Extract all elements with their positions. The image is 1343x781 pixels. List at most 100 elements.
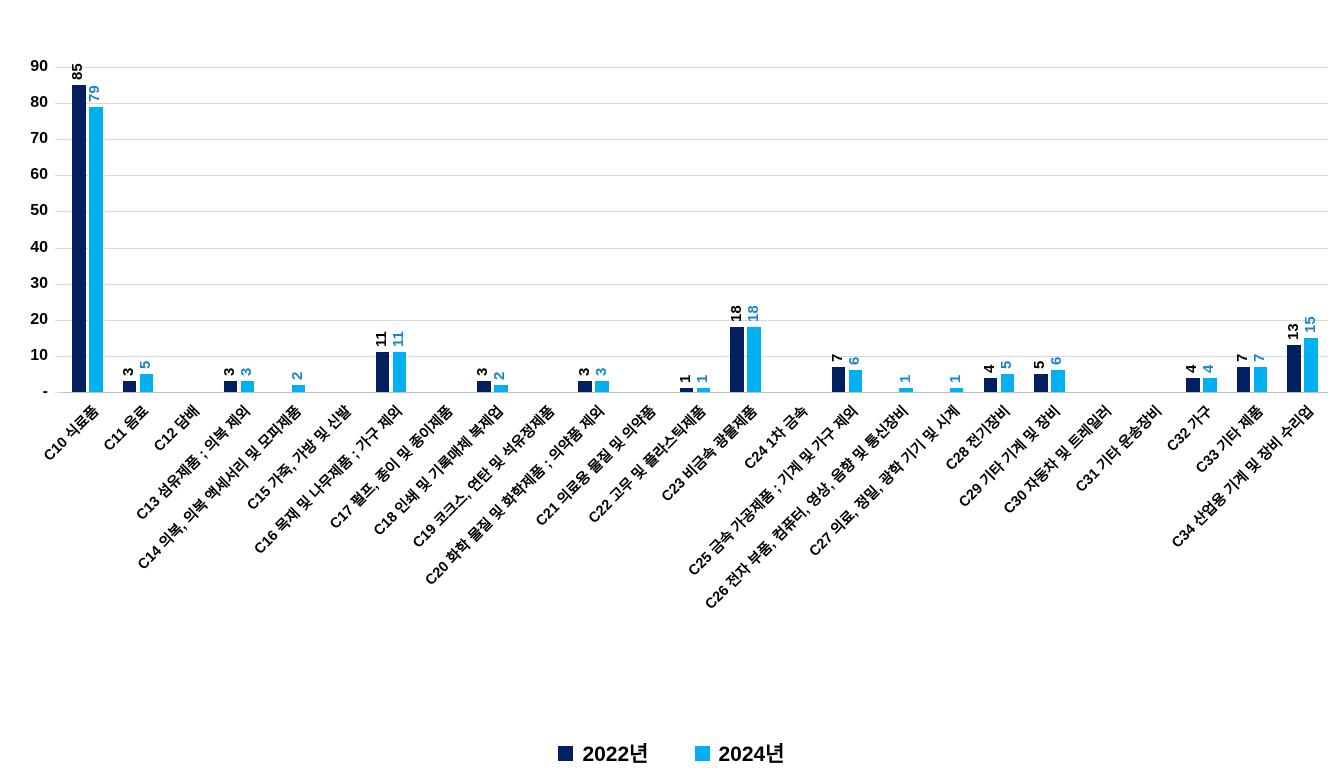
- bar-2022년: [72, 85, 86, 392]
- data-label-2022년: 13: [1284, 323, 1302, 341]
- bar-2022년: [578, 381, 592, 392]
- bar-2024년: [1253, 366, 1268, 392]
- data-label-2024년: 1: [694, 375, 711, 384]
- legend: 2022년 2024년: [0, 738, 1343, 768]
- data-label-2022년: 5: [1031, 360, 1049, 369]
- bar-2022년: [1287, 345, 1301, 392]
- y-axis-tick: [55, 103, 62, 105]
- gridline: [62, 139, 1328, 141]
- x-axis-label: C10 식료품: [40, 403, 102, 465]
- data-label-2024년: 2: [288, 371, 306, 380]
- y-axis-tick: [55, 355, 62, 357]
- legend-item-2022년: 2022년: [558, 738, 649, 768]
- legend-item-2024년: 2024년: [694, 738, 785, 768]
- gridline: [62, 211, 1328, 213]
- data-label-2024년: 1: [947, 375, 965, 384]
- y-axis-label: 70: [30, 130, 48, 148]
- y-axis-label: 10: [30, 346, 48, 364]
- bar-2024년: [899, 388, 913, 392]
- data-label-2024년: 18: [744, 305, 762, 322]
- y-axis-label: 80: [30, 94, 48, 112]
- gridline: [62, 355, 1328, 357]
- data-label-2024년: 11: [390, 331, 408, 348]
- bar-2022년: [679, 388, 694, 392]
- legend-swatch-icon: [558, 745, 574, 761]
- gridline: [62, 103, 1328, 105]
- legend-label: 2024년: [718, 743, 785, 766]
- data-label-2024년: 7: [1251, 353, 1269, 362]
- bar-2022년: [223, 381, 238, 392]
- data-label-2024년: 4: [1200, 364, 1218, 373]
- bar-2022년: [1236, 366, 1251, 392]
- x-axis-label: C32 가구: [1164, 403, 1217, 456]
- x-axis-label: C11 음료: [101, 403, 153, 455]
- bar-2024년: [848, 370, 863, 392]
- bar-2024년: [1000, 373, 1015, 392]
- bar-2024년: [139, 373, 154, 392]
- x-axis-label: C23 비금속 광물제품: [658, 403, 761, 506]
- bar-2022년: [1034, 373, 1048, 392]
- data-label-2022년: 3: [221, 367, 239, 377]
- data-label-2024년: 1: [896, 375, 914, 384]
- y-axis-label: 90: [30, 58, 48, 75]
- bar-2024년: [1203, 377, 1217, 392]
- x-axis-label: C20 화학 물질 및 화학제품 ; 의약품 제외: [422, 403, 609, 589]
- data-label-2022년: 4: [1183, 364, 1201, 373]
- gridline: [62, 247, 1328, 249]
- y-axis-label: -: [42, 383, 48, 400]
- data-label-2022년: 4: [980, 364, 998, 373]
- bar-2024년: [747, 327, 761, 392]
- data-label-2022년: 11: [373, 331, 391, 348]
- legend-label: 2022년: [582, 743, 649, 766]
- data-label-2022년: 7: [1234, 353, 1252, 362]
- data-label-2024년: 3: [238, 367, 256, 377]
- data-label-2024년: 2: [491, 371, 509, 380]
- legend-swatch-icon: [694, 745, 710, 761]
- bar-2022년: [477, 381, 491, 392]
- y-axis-tick: [55, 319, 62, 321]
- bar-2022년: [730, 327, 744, 392]
- bar-2024년: [291, 384, 306, 392]
- gridline: [62, 175, 1328, 177]
- bar-2024년: [1051, 370, 1065, 392]
- data-label-2024년: 79: [86, 85, 104, 102]
- y-axis-tick: [55, 139, 62, 141]
- y-axis-tick: [55, 392, 62, 393]
- bar-2024년: [1304, 337, 1318, 392]
- data-label-2024년: 3: [592, 367, 610, 377]
- data-label-2024년: 5: [136, 360, 154, 369]
- y-axis-label: 20: [30, 310, 48, 328]
- gridline: [62, 283, 1328, 285]
- y-axis-tick: [55, 247, 62, 249]
- bar-2022년: [983, 377, 998, 392]
- y-axis-tick: [55, 283, 62, 285]
- data-label-2022년: 85: [69, 63, 87, 81]
- bar-2022년: [375, 352, 390, 392]
- y-axis-tick: [55, 175, 62, 177]
- gridline: [62, 319, 1328, 321]
- bar-2024년: [494, 384, 508, 392]
- bar-2024년: [696, 388, 711, 392]
- y-axis-label: 30: [30, 274, 48, 292]
- data-label-2024년: 6: [845, 356, 863, 366]
- bar-2022년: [1186, 377, 1200, 392]
- data-label-2024년: 6: [1048, 356, 1066, 366]
- data-label-2022년: 1: [677, 375, 694, 384]
- y-axis-label: 50: [30, 202, 48, 220]
- bar-2024년: [595, 381, 609, 392]
- y-axis-tick: [55, 67, 62, 68]
- gridline: [62, 67, 1328, 68]
- y-axis-label: 40: [30, 238, 48, 256]
- x-axis-line: [62, 392, 1328, 393]
- data-label-2024년: 5: [997, 360, 1015, 369]
- data-label-2022년: 3: [474, 367, 492, 377]
- bar-2024년: [240, 381, 255, 392]
- bar-2024년: [89, 106, 103, 392]
- x-axis-label: C12 담배: [151, 403, 204, 456]
- bar-2022년: [122, 381, 137, 392]
- data-label-2022년: 18: [727, 305, 745, 322]
- y-axis-label: 60: [30, 166, 48, 184]
- bar-2024년: [949, 388, 964, 392]
- data-label-2022년: 7: [828, 353, 846, 362]
